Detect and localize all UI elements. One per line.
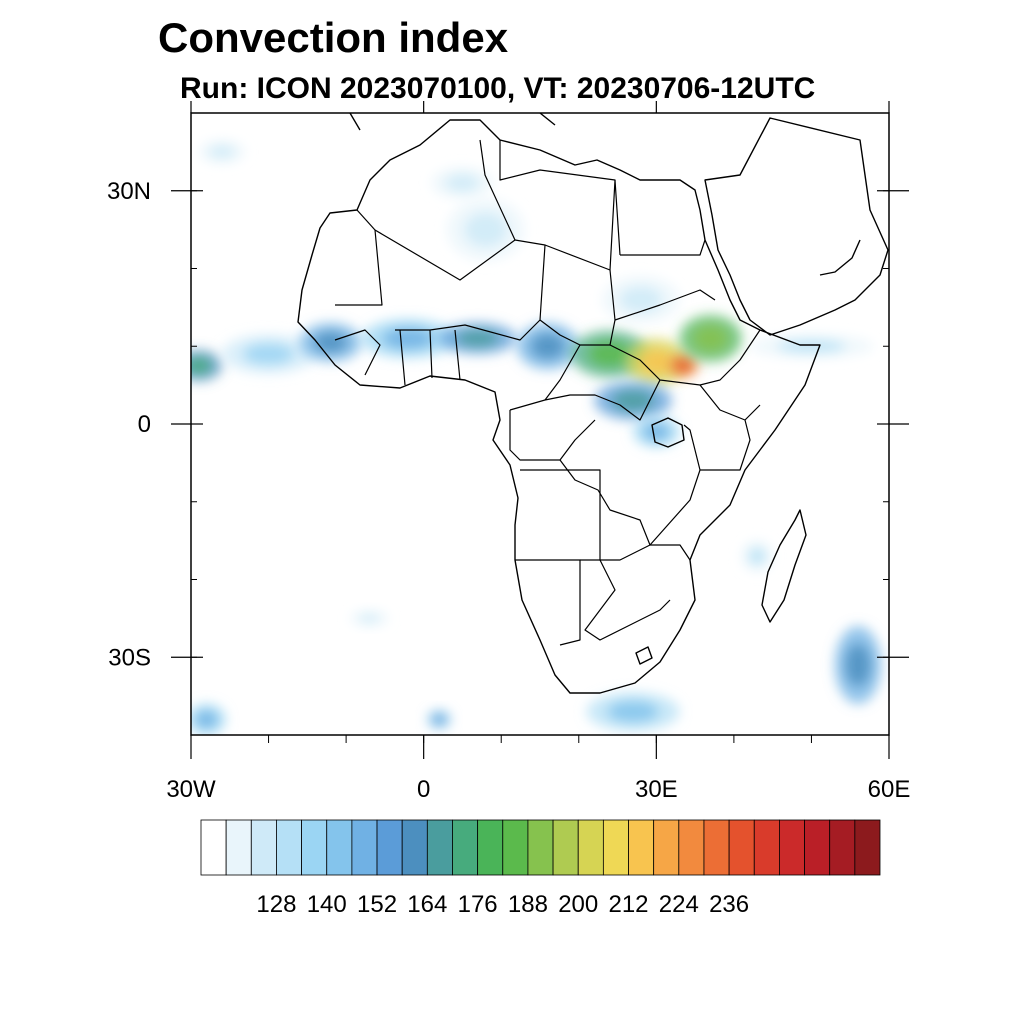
colorbar-swatch	[326, 819, 353, 876]
colorbar-label: 212	[608, 891, 648, 918]
colorbar-swatch	[426, 819, 453, 876]
colorbar-swatch	[728, 819, 755, 876]
chart-title: Convection index	[158, 14, 509, 61]
arabia-coastline	[704, 117, 889, 336]
colorbar-swatch	[250, 819, 277, 876]
colorbar-swatch	[854, 819, 881, 876]
x-tick-label: 30W	[166, 776, 216, 803]
colorbar-label: 200	[558, 891, 598, 918]
colorbar-swatch	[753, 819, 780, 876]
colorbar-swatch	[200, 819, 227, 876]
colorbar-swatch	[301, 819, 328, 876]
y-tick-label: 0	[138, 411, 151, 438]
africa-coastline	[297, 119, 821, 694]
colorbar-swatch	[804, 819, 831, 876]
convection-cell	[198, 140, 246, 164]
convection-cell	[749, 334, 874, 358]
colorbar-label: 236	[709, 891, 749, 918]
x-tick-label: 30E	[635, 776, 678, 803]
lake-victoria	[651, 417, 685, 448]
convection-field	[191, 140, 882, 735]
colorbar-label: 224	[659, 891, 699, 918]
colorbar-swatch	[276, 819, 302, 876]
colorbar-swatch	[552, 819, 579, 876]
convection-cell	[427, 710, 451, 729]
colorbar-swatch	[653, 819, 680, 876]
colorbar-swatch	[628, 819, 655, 876]
convection-cell	[834, 626, 882, 704]
convection-cell	[667, 354, 699, 378]
convection-cell	[446, 198, 525, 261]
map-outlines	[297, 113, 889, 694]
colorbar-swatch	[602, 819, 629, 876]
colorbar-swatch	[527, 819, 554, 876]
y-tick-label: 30N	[107, 178, 151, 205]
colorbar-swatch	[703, 819, 730, 876]
convection-cell	[191, 703, 226, 735]
convection-cell	[299, 322, 362, 362]
colorbar-swatch	[401, 819, 428, 876]
colorbar-label: 176	[458, 891, 498, 918]
colorbar-label: 152	[357, 891, 397, 918]
convection-cell	[361, 319, 455, 358]
convection-cell	[191, 350, 223, 382]
chart-subtitle: Run: ICON 2023070100, VT: 20230706-12UTC	[180, 72, 816, 105]
convection-cell	[633, 416, 680, 448]
colorbar-swatch	[452, 819, 479, 876]
colorbar-swatch	[351, 819, 378, 876]
colorbar-swatch	[225, 819, 252, 876]
colorbar-swatch	[502, 819, 529, 876]
colorbar-label: 188	[508, 891, 548, 918]
country-borders	[334, 139, 761, 646]
colorbar-swatch	[376, 819, 403, 876]
convection-cell	[594, 381, 672, 421]
convection-cell	[602, 276, 680, 323]
colorbar: 128 140 152 164 176 188 200 212 224 236	[200, 819, 881, 918]
colorbar-swatch	[678, 819, 705, 876]
x-tick-label: 60E	[868, 776, 911, 803]
colorbar-swatch	[577, 819, 604, 876]
convection-cell	[516, 322, 579, 370]
colorbar-label: 128	[256, 891, 296, 918]
convection-cell	[586, 692, 680, 732]
colorbar-swatch	[829, 819, 856, 876]
y-tick-label: 30S	[108, 644, 151, 671]
convection-cell	[679, 315, 742, 362]
convection-cell	[741, 540, 773, 572]
colorbar-swatch	[477, 819, 504, 876]
convection-cell	[222, 334, 316, 374]
colorbar-swatch	[779, 819, 805, 876]
convection-cell	[431, 167, 494, 199]
convection-cell	[349, 610, 389, 627]
madagascar-coastline	[761, 509, 807, 623]
axis-ticks: 30N 0 30S 30W 0 30E 60E	[107, 101, 910, 803]
convection-cell	[439, 322, 517, 355]
x-tick-label: 0	[417, 776, 430, 803]
colorbar-label: 140	[307, 891, 347, 918]
colorbar-label: 164	[407, 891, 447, 918]
